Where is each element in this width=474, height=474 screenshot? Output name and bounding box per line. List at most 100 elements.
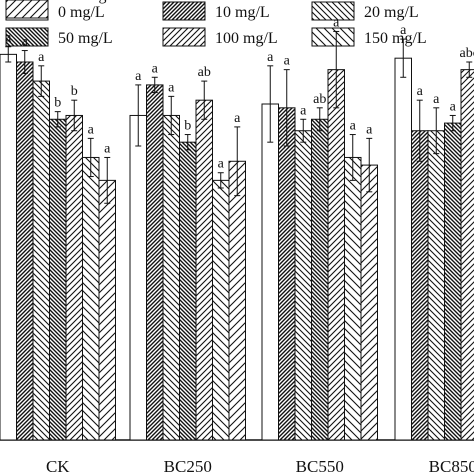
- bar: [294, 130, 312, 441]
- significance-label: a: [5, 31, 12, 46]
- bar: [49, 118, 67, 441]
- significance-label: a: [400, 23, 407, 38]
- bar: [427, 130, 445, 441]
- bar: [411, 130, 429, 441]
- legend: 0 mg/L 10 mg/L 20 mg/L 50 mg/L 100 mg/L 150 m…: [5, 0, 427, 47]
- error-bar: [349, 134, 356, 181]
- legend-item: 100 mg/L: [162, 27, 278, 47]
- legend-label: 200 mg/L: [58, 0, 121, 4]
- significance-label: a: [450, 99, 457, 114]
- legend-label: 10 mg/L: [215, 4, 270, 21]
- x-tick-label: BC250: [164, 457, 212, 474]
- legend-label: 50 mg/L: [58, 30, 113, 47]
- legend-swatch: [5, 27, 49, 47]
- bar: [146, 84, 164, 441]
- error-bar: [168, 95, 175, 136]
- significance-label: a: [366, 122, 373, 137]
- error-bar: [449, 114, 456, 132]
- error-bar: [135, 84, 142, 147]
- bar: [327, 69, 345, 441]
- error-bar: [466, 61, 473, 78]
- significance-label: a: [284, 54, 291, 69]
- bar: [179, 141, 197, 441]
- significance-label: a: [333, 15, 340, 30]
- bar: [65, 114, 83, 441]
- bar: [0, 53, 17, 441]
- significance-label: a: [433, 92, 440, 107]
- x-tick-label: BC550: [296, 457, 344, 474]
- bar: [311, 118, 329, 441]
- significance-label: b: [54, 96, 61, 111]
- significance-label: abc: [460, 46, 474, 61]
- legend-swatch: [311, 1, 355, 21]
- x-tick-label: CK: [46, 457, 70, 474]
- legend-item: 10 mg/L: [162, 1, 270, 21]
- bar: [228, 160, 246, 441]
- error-bar: [21, 50, 28, 74]
- error-bar: [283, 69, 290, 147]
- bar: [162, 114, 180, 441]
- legend-item: 50 mg/L: [5, 27, 113, 47]
- x-tick-label: BC850: [429, 457, 474, 474]
- bar: [16, 61, 34, 441]
- significance-label: a: [300, 103, 307, 118]
- error-bar: [234, 126, 241, 197]
- bar: [195, 99, 213, 441]
- bar: [261, 103, 279, 441]
- significance-label: b: [184, 119, 191, 134]
- legend-item: 150 mg/L: [311, 27, 427, 47]
- bar: [344, 156, 362, 441]
- significance-label: a: [234, 111, 241, 126]
- significance-label: a: [38, 50, 45, 65]
- legend-item: 200 mg/L: [5, 0, 121, 19]
- error-bar: [38, 65, 45, 97]
- error-bar: [433, 107, 440, 155]
- significance-label: b: [71, 84, 78, 99]
- bar: [394, 57, 412, 441]
- error-bar: [87, 137, 94, 178]
- significance-label: a: [218, 157, 225, 172]
- error-bar: [416, 99, 423, 162]
- error-bar: [333, 30, 340, 109]
- significance-label: a: [22, 35, 29, 50]
- legend-swatch: [162, 27, 206, 47]
- bar: [444, 122, 462, 441]
- error-bar: [184, 134, 191, 151]
- significance-label: a: [135, 69, 142, 84]
- bar: [212, 179, 230, 441]
- bar: [98, 179, 116, 441]
- error-bar: [366, 137, 373, 193]
- error-bar: [217, 172, 224, 189]
- error-bar: [201, 80, 208, 120]
- significance-label: a: [168, 80, 175, 95]
- significance-label: a: [350, 119, 357, 134]
- error-bar: [316, 107, 323, 132]
- significance-label: a: [152, 61, 159, 76]
- error-bar: [5, 46, 12, 63]
- legend-swatch: [5, 0, 49, 19]
- bar: [32, 80, 50, 441]
- legend-item: 20 mg/L: [311, 1, 419, 21]
- significance-label: ab: [313, 92, 326, 107]
- legend-label: 0 mg/L: [58, 4, 105, 21]
- error-bar: [54, 111, 61, 128]
- bar: [82, 156, 100, 441]
- error-bar: [71, 99, 78, 132]
- legend-label: 20 mg/L: [364, 4, 419, 21]
- significance-label: a: [88, 122, 95, 137]
- error-bar: [151, 76, 158, 94]
- significance-label: a: [417, 84, 424, 99]
- significance-label: a: [267, 50, 274, 65]
- bar: [278, 107, 296, 441]
- error-bar: [300, 118, 307, 143]
- legend-label: 100 mg/L: [215, 30, 278, 47]
- bar: [129, 114, 147, 441]
- bar: [360, 164, 378, 441]
- plot-area: aaaaaaaaaaaabbabababaabcaaaaaaaaCKBC250B…: [0, 15, 474, 474]
- legend-label: 150 mg/L: [364, 30, 427, 47]
- error-bar: [400, 38, 407, 78]
- error-bar: [104, 156, 111, 204]
- bar: [460, 69, 474, 441]
- significance-label: ab: [198, 65, 211, 80]
